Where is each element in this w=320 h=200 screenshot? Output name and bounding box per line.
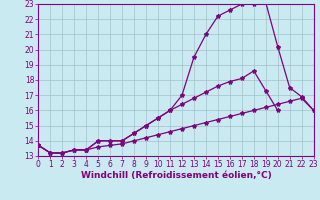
X-axis label: Windchill (Refroidissement éolien,°C): Windchill (Refroidissement éolien,°C) bbox=[81, 171, 271, 180]
